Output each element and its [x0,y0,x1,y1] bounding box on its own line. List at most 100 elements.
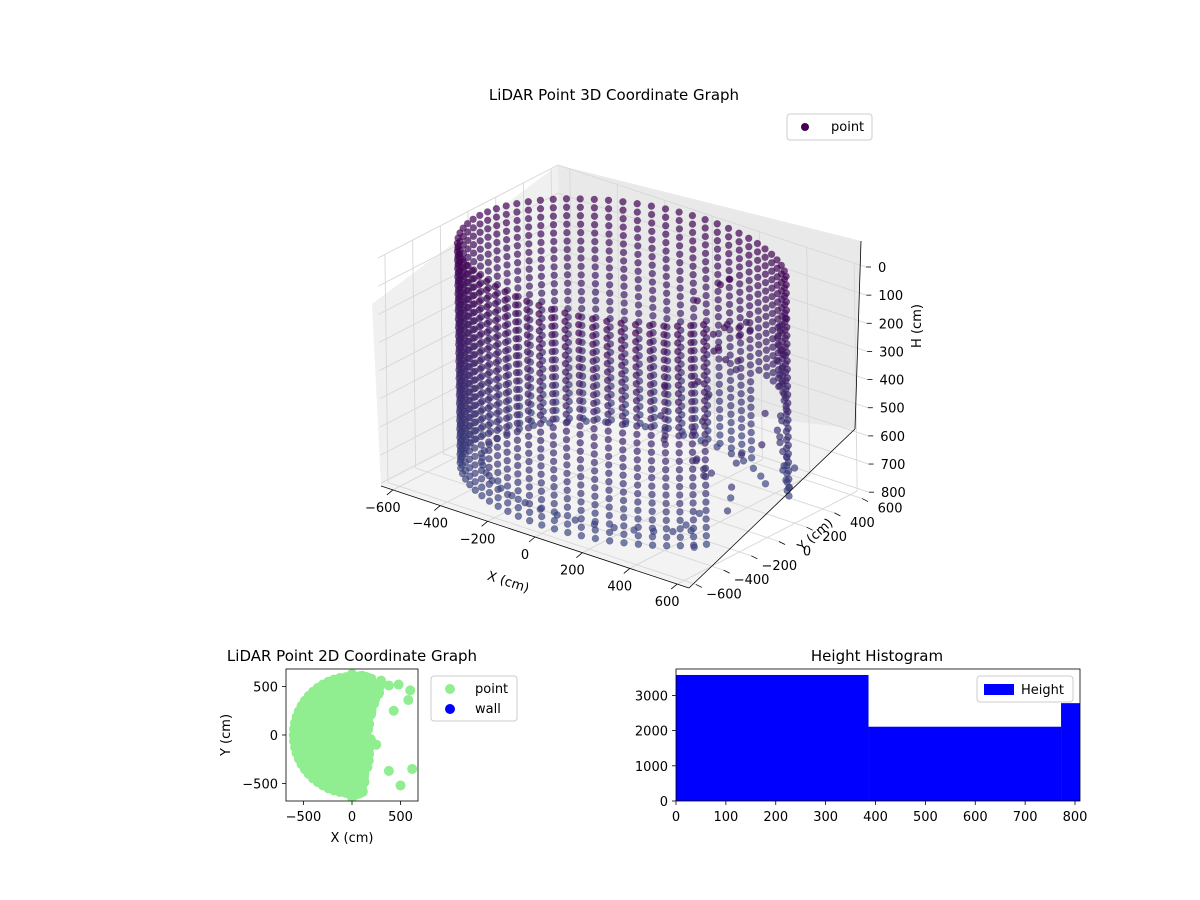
point-3d [761,409,769,418]
point-3d [469,232,478,240]
point-3d [620,265,628,273]
point-3d [459,224,467,232]
point-3d [647,202,656,210]
point-3d [524,214,533,223]
point-3d [575,388,584,396]
legend-2d-point-marker [445,684,455,694]
y-tick-3d [778,541,786,545]
point-3d [619,480,627,488]
point-3d [549,423,557,432]
point-3d [469,292,477,300]
point-3d [605,281,614,289]
point-3d [493,238,501,247]
point-3d [784,467,793,475]
point-3d [634,284,642,292]
point-3d [469,343,478,351]
point-3d [493,221,501,230]
point-3d [563,220,571,228]
point-3d [525,516,534,525]
point-3d [536,205,545,213]
point-3d [502,389,510,397]
point-3d [463,295,472,303]
point-3d [503,457,511,465]
point-3d [746,361,755,369]
point-3d [714,296,722,304]
point-3d [674,347,682,356]
point-3d [503,261,511,269]
point-3d [689,254,697,262]
point-3d [475,272,483,280]
point-3d [483,208,492,216]
point-3d [662,247,670,255]
point-3d [660,356,668,364]
point-3d [605,503,613,511]
y-tick-label-2d: 500 [253,680,278,695]
point-3d [647,431,655,440]
point-3d [715,372,723,380]
point-3d [699,329,708,337]
point-3d [745,302,754,310]
point-3d [591,288,600,296]
point-3d [605,511,613,520]
point-3d [790,464,799,472]
point-3d [589,332,597,340]
point-3d [673,339,682,347]
point-3d [468,283,477,292]
point-3d [617,336,626,344]
point-3d [550,297,559,305]
point-3d [716,281,725,289]
point-3d [738,440,746,448]
point-3d [504,499,512,507]
point-3d [689,262,697,270]
point-3d [513,444,522,453]
point-3d [702,498,710,506]
point-3d [633,216,642,225]
point-3d [548,331,556,339]
point-3d [550,263,558,271]
point-3d [590,458,599,467]
point-3d [491,283,499,291]
point-3d [575,346,583,354]
point-3d [689,245,697,254]
point-3d [524,198,532,206]
x-tick-label-2d: −500 [286,810,322,825]
point-3d [524,223,533,231]
point-3d [548,347,556,356]
y-tick-label-3d: −600 [706,587,742,602]
point-3d [634,309,643,318]
point-3d [605,478,613,486]
point-3d [735,254,744,263]
point-3d [754,282,762,290]
point-3d [660,330,668,339]
point-3d [784,424,792,433]
x-tick-3d [433,505,441,511]
point-3d [590,221,599,229]
point-3d [648,499,656,507]
y-tick-label-2d: −500 [242,778,278,793]
point-3d [761,270,770,278]
point-3d [464,362,472,371]
point-3d [576,203,584,212]
point-3d [660,390,669,398]
point-3d [646,397,655,406]
point-3d [661,205,670,213]
x-tick-label-hist: 600 [963,810,988,825]
point-2d [350,780,361,791]
point-3d [620,539,628,547]
point-3d [784,458,793,466]
point-3d [701,232,709,241]
z-tick-label-3d: 200 [879,317,904,332]
point-3d [747,403,755,411]
point-3d [762,363,771,371]
point-3d [736,297,744,305]
point-3d [493,392,501,401]
point-3d [633,464,642,472]
z-tick-label-3d: 700 [881,458,906,473]
point-3d [701,447,709,456]
point-3d [590,450,598,458]
point-3d [727,483,736,491]
point-3d [604,435,612,444]
point-3d [465,421,473,430]
point-3d [735,229,743,237]
point-3d [777,347,785,355]
